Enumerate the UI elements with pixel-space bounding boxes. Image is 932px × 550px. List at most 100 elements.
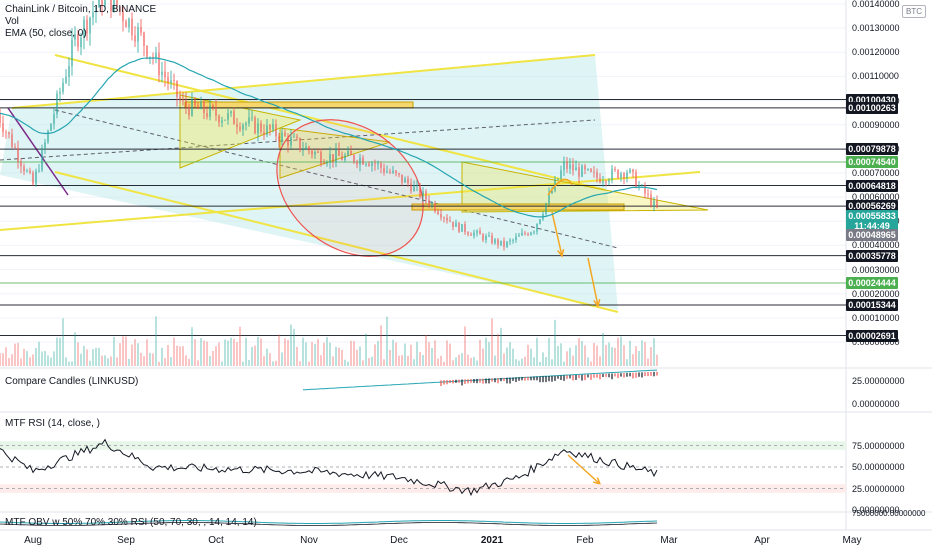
early-trendline [7, 107, 69, 196]
volume-bar-65 [191, 327, 193, 366]
volume-bar-58 [170, 357, 172, 366]
candle-body-6 [14, 147, 16, 148]
compare-candle-161 [479, 378, 481, 383]
volume-bar-165 [491, 318, 493, 366]
candle-body-146 [434, 203, 436, 212]
volume-bar-163 [485, 337, 487, 366]
volume-bar-140 [416, 341, 418, 366]
time-tick-label: 2021 [480, 535, 504, 546]
candle-body-209 [623, 173, 625, 179]
volume-bar-206 [614, 347, 616, 366]
volume-bar-62 [182, 346, 184, 366]
compare-candle-212 [632, 372, 634, 379]
volume-bar-86 [254, 345, 256, 366]
candle-body-14 [38, 170, 40, 172]
candle-body-57 [167, 77, 169, 84]
candle-body-195 [581, 165, 583, 177]
candle-body-207 [617, 169, 619, 178]
chart-title: ChainLink / Bitcoin, 1D, BINANCE [5, 4, 157, 15]
candle-body-46 [134, 35, 136, 42]
candle-body-65 [191, 98, 193, 116]
candle-body-88 [260, 123, 262, 132]
candle-body-184 [548, 193, 550, 204]
candles-layer [0, 0, 658, 251]
candle-body-91 [269, 125, 271, 130]
candle-body-120 [356, 161, 358, 165]
volume-bar-69 [203, 340, 205, 366]
candle-body-7 [17, 147, 19, 162]
candle-body-9 [23, 166, 25, 172]
volume-bar-145 [431, 348, 433, 366]
candle-body-84 [248, 117, 250, 124]
candle-body-181 [539, 219, 541, 224]
price-tick-label: 0.00130000 [852, 23, 900, 34]
compare-candle-192 [572, 375, 574, 381]
compare-candle-168 [500, 377, 502, 382]
candle-body-113 [335, 149, 337, 162]
candle-body-17 [47, 130, 49, 143]
candle-body-27 [77, 34, 79, 48]
currency-badge[interactable]: BTC [902, 5, 926, 18]
volume-bar-214 [638, 350, 640, 366]
price-tick-label: 0.00090000 [852, 119, 900, 130]
candle-body-166 [494, 239, 496, 244]
candle-body-174 [518, 235, 520, 237]
compare-candle-180 [536, 376, 538, 381]
candle-body-89 [263, 131, 265, 135]
compare-candle-173 [515, 377, 517, 383]
volume-bar-122 [362, 360, 364, 366]
candle-body-150 [446, 217, 448, 221]
candle-body-129 [383, 167, 385, 173]
volume-bar-110 [326, 337, 328, 366]
volume-bar-149 [443, 361, 445, 366]
time-tick-label: May [842, 535, 862, 546]
candle-body-193 [575, 167, 577, 171]
volume-bar-199 [593, 342, 595, 366]
compare-candle-167 [497, 378, 499, 384]
volume-bar-200 [596, 345, 598, 366]
candle-body-127 [377, 163, 379, 165]
descending-resistance-line [54, 54, 606, 191]
candle-body-179 [533, 231, 535, 233]
candle-body-68 [200, 101, 202, 109]
candle-body-115 [341, 156, 343, 161]
candle-body-206 [614, 168, 616, 170]
volume-bar-72 [212, 350, 214, 366]
volume-bar-186 [554, 319, 556, 366]
candle-body-35 [101, 0, 103, 7]
candle-body-189 [563, 161, 565, 171]
candle-body-143 [425, 191, 427, 200]
volume-bar-85 [251, 346, 253, 366]
volume-bar-61 [179, 346, 181, 366]
candle-body-1 [0, 112, 1, 124]
volume-bar-187 [557, 345, 559, 366]
volume-bar-92 [272, 361, 274, 366]
compare-candle-199 [593, 374, 595, 378]
dashed-trend-lower [54, 109, 619, 249]
volume-bar-29 [83, 345, 85, 366]
rsi-pane-label: MTF RSI (14, close, ) [5, 418, 101, 429]
candle-body-29 [83, 19, 85, 38]
volume-bar-55 [161, 347, 163, 366]
candle-body-171 [509, 240, 511, 242]
volume-bar-63 [185, 355, 187, 366]
price-tick-label: 0.00110000 [852, 71, 899, 82]
volume-bar-166 [494, 355, 496, 366]
candle-body-130 [386, 171, 388, 173]
candle-body-79 [233, 111, 235, 125]
volume-bar-160 [476, 360, 478, 366]
volume-bars [0, 316, 658, 366]
forecast-arrow-2-head [593, 299, 601, 308]
compare-candle-204 [608, 373, 610, 378]
compare-candle-169 [503, 377, 505, 382]
candle-body-123 [365, 163, 367, 165]
volume-bar-16 [44, 351, 46, 366]
candle-body-136 [404, 178, 406, 183]
compare-axis-label: 0.00000000 [852, 399, 900, 409]
forecast-arrow-1-head [557, 249, 565, 258]
candle-body-39 [113, 0, 115, 11]
candle-body-25 [71, 39, 73, 67]
compare-candle-200 [596, 374, 598, 378]
candle-body-16 [44, 142, 46, 149]
candle-body-111 [329, 154, 331, 163]
